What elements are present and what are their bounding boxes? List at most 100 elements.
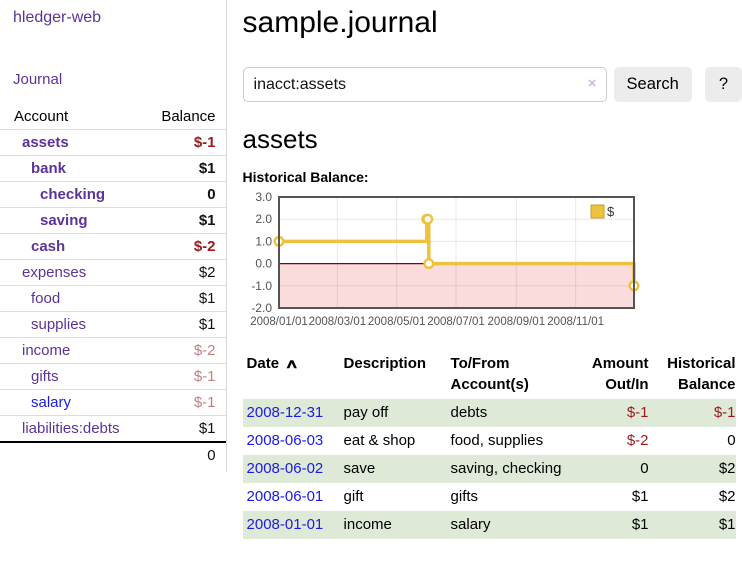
transaction-date-link[interactable]: 2008-06-01 xyxy=(246,488,324,505)
app-title-link[interactable]: hledger-web xyxy=(13,9,102,26)
sidebar: hledger-web Journal Account Balance asse… xyxy=(0,0,227,472)
y-axis-tick-label: -2.0 xyxy=(251,301,272,315)
search-bar: × Search ? xyxy=(242,67,742,102)
register-body: 2008-12-31 pay off debts $-1 $-1 2008-06-03 ea… xyxy=(242,399,736,539)
plot-border xyxy=(277,196,635,309)
account-link[interactable]: saving xyxy=(40,212,88,229)
account-row: expenses $2 xyxy=(0,259,226,285)
account-link[interactable]: income xyxy=(22,342,71,359)
transaction-description: pay off xyxy=(343,404,389,421)
account-row: saving $1 xyxy=(0,207,226,233)
nav-journal-link[interactable]: Journal xyxy=(13,71,63,88)
register-table: Date ∧ Description To/From Account(s) Amount… xyxy=(242,350,736,539)
transaction-description: gift xyxy=(343,488,364,505)
transaction-balance: $-1 xyxy=(713,404,736,421)
clear-search-icon[interactable]: × xyxy=(587,75,597,92)
x-axis-tick-label: 2008/01/01 xyxy=(250,316,308,328)
transaction-description: eat & shop xyxy=(343,432,416,449)
chart-title: Historical Balance: xyxy=(242,169,369,185)
accounts-total-value: 0 xyxy=(207,447,216,464)
help-button[interactable]: ? xyxy=(704,67,742,102)
transaction-accounts: gifts xyxy=(450,488,479,505)
transaction-description: save xyxy=(343,460,376,477)
x-axis-tick-label: 2008/11/01 xyxy=(547,316,604,328)
search-button[interactable]: Search xyxy=(613,67,692,102)
account-row: liabilities:debts $1 xyxy=(0,415,226,441)
account-link[interactable]: gifts xyxy=(31,368,59,385)
transaction-accounts: debts xyxy=(450,404,488,421)
legend-label: $ xyxy=(607,204,615,219)
transaction-date-link[interactable]: 2008-12-31 xyxy=(246,404,324,421)
transaction-accounts: food, supplies xyxy=(450,432,544,449)
account-link[interactable]: salary xyxy=(31,394,72,411)
column-header-accounts: To/From Account(s) xyxy=(450,355,529,393)
column-header-label: Date xyxy=(246,355,280,372)
account-balance: $1 xyxy=(198,212,216,229)
y-axis-tick-label: 1.0 xyxy=(255,234,272,248)
table-row: 2008-12-31 pay off debts $-1 $-1 xyxy=(242,399,736,427)
register-header-row: Date ∧ Description To/From Account(s) Amount… xyxy=(243,350,736,399)
accounts-panel: Account Balance assets $-1 bank $1 checking 0… xyxy=(0,106,226,468)
account-row: bank $1 xyxy=(0,155,226,181)
x-axis-tick-label: 2008/05/01 xyxy=(367,316,425,328)
column-header-date[interactable]: Date ∧ xyxy=(243,350,344,399)
column-header-description: Description xyxy=(343,355,427,372)
account-row: assets $-1 xyxy=(0,129,226,155)
transaction-description: income xyxy=(343,516,392,533)
transaction-date-link[interactable]: 2008-01-01 xyxy=(246,516,324,533)
hledger-web-page: hledger-web Journal Account Balance asse… xyxy=(0,0,742,539)
account-row: supplies $1 xyxy=(0,311,226,337)
account-link[interactable]: assets xyxy=(22,134,69,151)
account-row: checking 0 xyxy=(0,181,226,207)
account-balance: $-1 xyxy=(193,394,216,411)
account-link[interactable]: cash xyxy=(31,238,66,255)
account-row: income $-2 xyxy=(0,337,226,363)
accounts-total-row: 0 xyxy=(0,441,226,468)
transaction-amount: $1 xyxy=(631,488,649,505)
transaction-date-link[interactable]: 2008-06-03 xyxy=(246,432,324,449)
transaction-amount: $-1 xyxy=(626,404,649,421)
transaction-balance: 0 xyxy=(727,432,736,449)
account-balance: $-1 xyxy=(193,134,216,151)
transaction-date-link[interactable]: 2008-06-02 xyxy=(246,460,324,477)
account-balance: $1 xyxy=(198,160,216,177)
negative-region xyxy=(278,263,634,308)
search-input[interactable] xyxy=(242,67,607,102)
y-axis-tick-label: -1.0 xyxy=(251,279,272,293)
accounts-header-balance: Balance xyxy=(161,108,216,125)
account-balance: $-2 xyxy=(193,238,216,255)
table-row: 2008-06-03 eat & shop food, supplies $-2 0 xyxy=(243,427,736,455)
x-axis-tick-label: 2008/09/01 xyxy=(487,316,545,328)
account-link[interactable]: expenses xyxy=(22,264,87,281)
y-axis-tick-label: 2.0 xyxy=(255,212,272,226)
transaction-balance: $2 xyxy=(718,460,736,477)
x-axis-tick-label: 2008/07/01 xyxy=(427,316,485,328)
account-row: cash $-2 xyxy=(0,233,226,259)
data-point-marker[interactable] xyxy=(422,258,434,270)
column-header-balance: Historical Balance xyxy=(667,355,736,393)
account-balance: $1 xyxy=(198,290,216,307)
search-box: × xyxy=(242,67,607,102)
account-balance: $-2 xyxy=(193,342,216,359)
transaction-amount: $1 xyxy=(631,516,649,533)
legend-swatch xyxy=(590,204,605,219)
page-title: sample.journal xyxy=(242,6,438,39)
account-row: gifts $-1 xyxy=(0,363,226,389)
transaction-balance: $1 xyxy=(718,516,736,533)
account-row: salary $-1 xyxy=(0,389,226,415)
account-link[interactable]: bank xyxy=(31,160,67,177)
account-link[interactable]: checking xyxy=(40,186,106,203)
account-balance: 0 xyxy=(207,186,216,203)
account-link[interactable]: food xyxy=(31,290,61,307)
data-point-marker[interactable] xyxy=(421,213,433,225)
table-row: 2008-01-01 income salary $1 $1 xyxy=(242,511,736,539)
accounts-header: Account Balance xyxy=(0,106,226,129)
y-axis-tick-label: 0.0 xyxy=(255,257,272,271)
account-link[interactable]: supplies xyxy=(31,316,87,333)
column-header-amount: Amount Out/In xyxy=(591,355,649,393)
transaction-amount: 0 xyxy=(640,460,649,477)
account-balance: $-1 xyxy=(193,368,216,385)
transaction-amount: $-2 xyxy=(626,432,649,449)
account-link[interactable]: liabilities:debts xyxy=(22,420,120,437)
